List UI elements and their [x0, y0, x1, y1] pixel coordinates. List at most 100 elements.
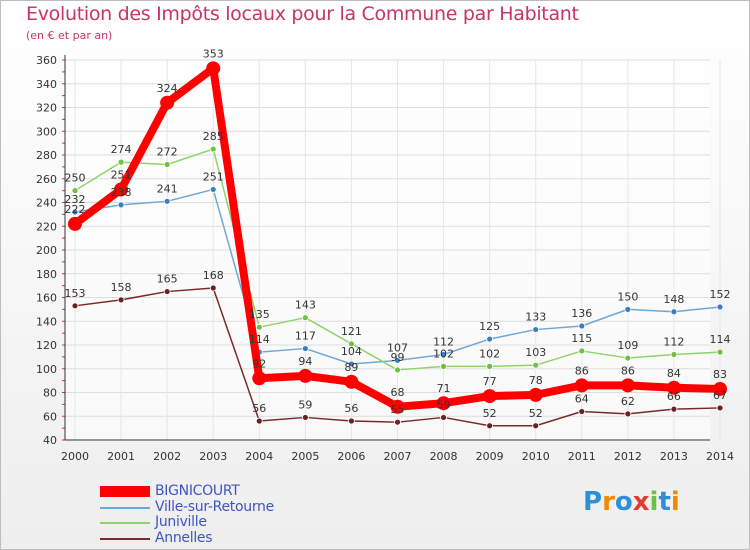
data-point-ville-sur-retourne — [209, 186, 217, 193]
data-point-bignicourt — [344, 374, 359, 389]
x-tick-label: 2006 — [337, 450, 365, 463]
data-point-juniville — [163, 161, 171, 168]
line-chart: 40 60 80 100 120 140 160 180 200 220 240 260 280 300 3… — [36, 47, 734, 463]
data-label-juniville: 143 — [295, 299, 316, 312]
data-label-juniville: 109 — [617, 339, 638, 352]
data-label-annelles: 66 — [667, 390, 681, 403]
data-label-bignicourt: 89 — [344, 361, 358, 374]
data-point-bignicourt — [436, 396, 451, 411]
data-point-juniville — [670, 351, 678, 358]
y-tick-label: 200 — [36, 244, 57, 257]
data-label-juniville: 272 — [157, 146, 178, 159]
data-point-annelles — [209, 284, 217, 292]
data-point-juniville — [117, 158, 125, 166]
data-point-ville-sur-retourne — [348, 360, 355, 368]
data-point-ville-sur-retourne — [163, 197, 171, 205]
data-label-juniville: 250 — [65, 172, 86, 185]
data-label-bignicourt: 78 — [529, 374, 543, 387]
x-tick-label: 2002 — [153, 450, 181, 463]
data-label-bignicourt: 83 — [713, 368, 727, 381]
data-label-juniville: 285 — [203, 130, 224, 143]
data-point-juniville — [578, 347, 586, 355]
data-label-juniville: 112 — [663, 336, 684, 349]
y-tick-label: 260 — [36, 173, 57, 186]
legend-item-bignicourt: BIGNICOURT — [100, 484, 360, 500]
data-point-ville-sur-retourne — [670, 308, 678, 316]
data-label-annelles: 59 — [437, 398, 451, 411]
data-label-annelles: 55 — [391, 403, 405, 416]
legend-label: Annelles — [155, 529, 213, 546]
data-label-annelles: 56 — [344, 402, 358, 415]
data-label-ville-sur-retourne: 112 — [433, 336, 454, 349]
data-label-bignicourt: 86 — [621, 364, 635, 377]
data-point-annelles — [117, 296, 125, 304]
data-label-juniville: 135 — [249, 308, 270, 321]
data-point-annelles — [486, 422, 494, 430]
data-label-juniville: 121 — [341, 325, 362, 338]
data-point-juniville — [348, 340, 355, 348]
x-tick-label: 2010 — [522, 450, 550, 463]
data-label-bignicourt: 222 — [65, 203, 86, 216]
data-label-ville-sur-retourne: 104 — [341, 345, 362, 358]
data-label-annelles: 64 — [575, 393, 589, 406]
data-point-annelles — [578, 408, 586, 415]
data-point-ville-sur-retourne — [394, 357, 401, 364]
legend: BIGNICOURT Ville-sur-Retourne Juniville … — [100, 484, 360, 546]
legend-item-annelles: Annelles — [100, 529, 360, 547]
data-label-annelles: 158 — [111, 281, 132, 294]
data-point-ville-sur-retourne — [486, 335, 494, 343]
y-tick-label: 220 — [36, 220, 57, 233]
data-label-bignicourt: 92 — [252, 357, 266, 370]
x-tick-label: 2008 — [430, 450, 458, 463]
data-label-ville-sur-retourne: 107 — [387, 341, 408, 354]
y-tick-label: 180 — [36, 268, 57, 281]
data-point-ville-sur-retourne — [578, 322, 586, 330]
y-tick-label: 280 — [36, 149, 57, 162]
x-tick-label: 2007 — [384, 450, 412, 463]
data-point-juniville — [255, 323, 263, 331]
data-label-juniville: 274 — [111, 143, 132, 156]
data-label-ville-sur-retourne: 133 — [525, 311, 546, 324]
x-tick-label: 2005 — [291, 450, 319, 463]
data-point-ville-sur-retourne — [301, 345, 309, 352]
y-tick-label: 120 — [36, 339, 57, 352]
data-label-ville-sur-retourne: 114 — [249, 333, 270, 346]
chart-title: Evolution des Impôts locaux pour la Comm… — [26, 3, 579, 25]
data-point-juniville — [716, 348, 724, 356]
data-label-ville-sur-retourne: 117 — [295, 330, 316, 343]
data-point-annelles — [163, 288, 171, 295]
data-point-ville-sur-retourne — [71, 208, 79, 216]
x-tick-label: 2001 — [107, 450, 135, 463]
data-label-annelles: 59 — [298, 398, 312, 411]
data-label-bignicourt: 71 — [437, 382, 451, 395]
data-point-annelles — [532, 422, 540, 430]
data-point-juniville — [486, 362, 494, 370]
data-point-bignicourt — [528, 387, 543, 402]
y-tick-label: 160 — [36, 292, 57, 305]
data-label-juniville: 115 — [571, 332, 592, 345]
x-tick-label: 2009 — [476, 450, 504, 463]
data-label-ville-sur-retourne: 251 — [203, 170, 224, 183]
data-point-annelles — [716, 404, 724, 412]
data-label-annelles: 67 — [713, 389, 727, 402]
legend-item-juniville: Juniville — [100, 515, 360, 531]
data-label-ville-sur-retourne: 150 — [617, 290, 638, 303]
data-label-juniville: 102 — [479, 347, 500, 360]
data-label-juniville: 114 — [710, 333, 731, 346]
data-label-ville-sur-retourne: 148 — [663, 293, 684, 306]
data-label-ville-sur-retourne: 152 — [710, 288, 731, 301]
data-point-bignicourt — [298, 368, 313, 383]
x-tick-label: 2000 — [61, 450, 89, 463]
x-tick-label: 2014 — [706, 450, 734, 463]
data-point-ville-sur-retourne — [532, 326, 540, 333]
data-label-annelles: 52 — [529, 407, 543, 420]
x-tick-label: 2003 — [199, 450, 227, 463]
data-label-bignicourt: 324 — [157, 82, 178, 95]
x-tick-label: 2012 — [614, 450, 642, 463]
data-label-bignicourt: 68 — [391, 386, 405, 399]
data-label-bignicourt: 77 — [483, 375, 497, 388]
y-tick-label: 40 — [43, 434, 57, 447]
data-point-annelles — [624, 410, 632, 418]
data-label-annelles: 153 — [65, 287, 86, 300]
y-tick-label: 340 — [36, 78, 57, 91]
